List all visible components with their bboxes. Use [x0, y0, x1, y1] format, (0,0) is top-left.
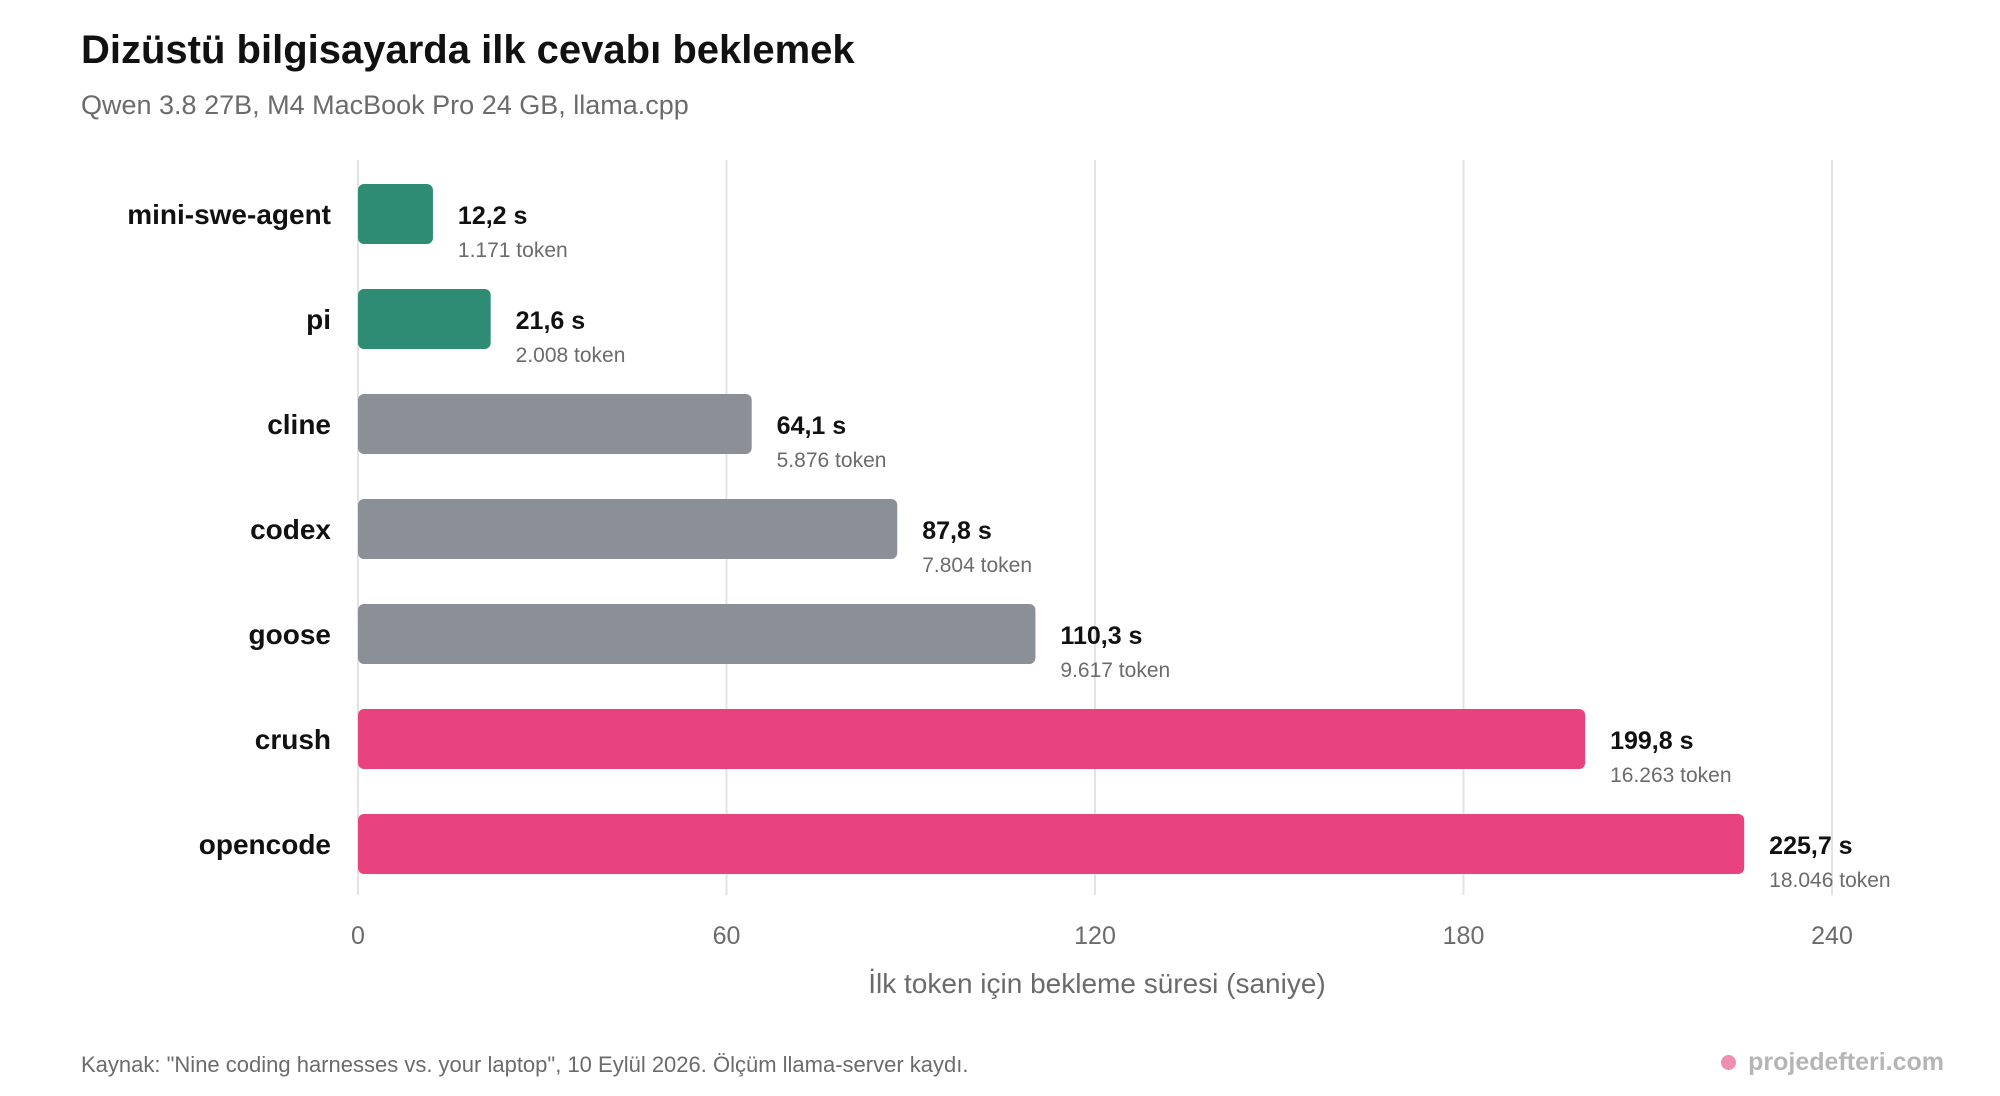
token-label: 1.171 token — [458, 239, 568, 262]
value-label: 199,8 s — [1610, 727, 1693, 755]
category-label: codex — [250, 514, 331, 545]
category-labels: mini-swe-agent pi cline codex goose crush open… — [127, 199, 331, 860]
category-label: opencode — [199, 829, 331, 860]
x-axis-label: İlk token için bekleme süresi (saniye) — [868, 968, 1326, 999]
value-label: 64,1 s — [777, 412, 847, 440]
brand-name: projedefteri.com — [1748, 1048, 1944, 1076]
x-tick-label: 0 — [351, 922, 365, 950]
bar-goose — [358, 604, 1036, 664]
category-label: pi — [306, 304, 331, 335]
x-axis-ticks: 0 60 120 180 240 — [351, 922, 1853, 950]
x-tick-label: 60 — [713, 922, 741, 950]
x-tick-label: 240 — [1811, 922, 1853, 950]
bar-opencode — [358, 814, 1745, 874]
token-label: 2.008 token — [516, 344, 626, 367]
token-label: 7.804 token — [922, 554, 1032, 577]
bar-crush — [358, 709, 1586, 769]
x-tick-label: 120 — [1074, 922, 1116, 950]
bar-mini-swe-agent — [358, 184, 433, 244]
token-label: 9.617 token — [1060, 659, 1170, 682]
bar-chart: 12,2 s 1.171 token 21,6 s 2.008 token 64,1 s… — [127, 160, 1891, 999]
bar-codex — [358, 499, 898, 559]
brand-mark[interactable]: projedefteri.com — [1721, 1048, 1944, 1077]
x-tick-label: 180 — [1443, 922, 1485, 950]
source-note: Kaynak: "Nine coding harnesses vs. your … — [81, 1052, 969, 1077]
token-label: 5.876 token — [777, 449, 887, 472]
value-label: 87,8 s — [922, 517, 992, 545]
token-label: 18.046 token — [1769, 869, 1890, 892]
value-label: 110,3 s — [1060, 622, 1142, 650]
category-label: goose — [249, 619, 331, 650]
token-label: 16.263 token — [1610, 764, 1731, 787]
category-label: cline — [267, 409, 331, 440]
chart-title: Dizüstü bilgisayarda ilk cevabı beklemek — [81, 28, 855, 72]
value-label: 225,7 s — [1769, 832, 1852, 860]
category-label: mini-swe-agent — [127, 199, 331, 230]
bar-pi — [358, 289, 491, 349]
category-label: crush — [255, 724, 331, 755]
value-label: 12,2 s — [458, 202, 528, 230]
bars: 12,2 s 1.171 token 21,6 s 2.008 token 64,1 s… — [358, 184, 1891, 892]
bar-cline — [358, 394, 752, 454]
brand-dot-icon — [1721, 1055, 1737, 1070]
value-label: 21,6 s — [516, 307, 586, 335]
chart-subtitle: Qwen 3.8 27B, M4 MacBook Pro 24 GB, llam… — [81, 90, 689, 120]
